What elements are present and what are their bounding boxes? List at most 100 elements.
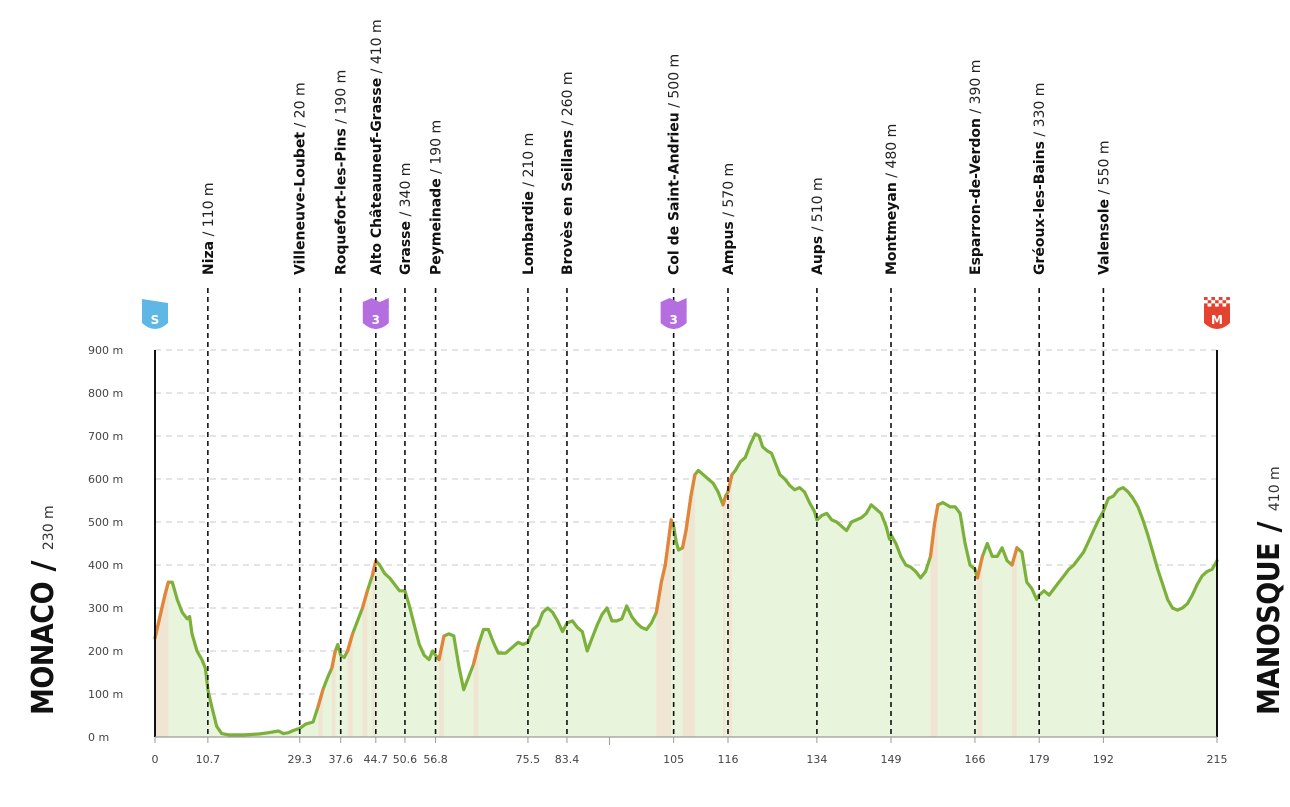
x-tick-label: 37.6: [328, 753, 353, 766]
checkered-flag-icon: [1207, 303, 1212, 307]
steep-segment: [667, 518, 673, 541]
waypoint-label: Niza / 110 m: [201, 182, 217, 275]
steep-segment: [360, 589, 369, 610]
checkered-flag-icon: [1204, 303, 1208, 307]
x-tick-label: 50.6: [393, 753, 418, 766]
checkered-flag-icon: [1204, 300, 1208, 304]
x-tick-label: 105: [663, 753, 684, 766]
start-badge-shape: [142, 306, 168, 329]
waypoint-elevation: 410 m: [369, 19, 385, 64]
waypoint-separator: /: [334, 115, 350, 129]
waypoint-separator: /: [369, 64, 385, 78]
waypoint-separator: /: [968, 104, 984, 118]
steep-segment: [330, 649, 337, 670]
x-tick-label: 149: [880, 753, 901, 766]
y-tick-label: 600 m: [88, 473, 123, 486]
x-tick-label: 29.3: [287, 753, 312, 766]
waypoint-label: Roquefort-les-Pins / 190 m: [334, 70, 350, 275]
waypoint-separator: /: [201, 227, 217, 241]
x-tick-label: 192: [1093, 753, 1114, 766]
start-badge-label: S: [151, 313, 160, 327]
y-tick-label: 900 m: [88, 344, 123, 357]
checkered-flag-icon: [1215, 297, 1219, 301]
waypoint-label: Esparron-de-Verdon / 390 m: [968, 60, 984, 275]
waypoint-label: Peymeinade / 190 m: [429, 120, 445, 275]
waypoint-separator: /: [1032, 127, 1048, 141]
waypoint-elevation: 390 m: [968, 60, 984, 105]
waypoint-separator: /: [721, 208, 737, 222]
finish-name: MANOSQUE: [1252, 543, 1287, 715]
waypoint-label: Alto Châteauneuf-Grasse / 410 m: [369, 19, 385, 275]
steep-segment: [663, 537, 671, 567]
y-tick-label: 300 m: [88, 602, 123, 615]
waypoint-separator: /: [521, 178, 537, 192]
steep-stripe: [686, 496, 691, 737]
steep-segment: [928, 522, 937, 559]
steep-stripe: [682, 530, 686, 737]
steep-segment: [316, 688, 325, 709]
steep-stripe: [727, 474, 732, 737]
waypoint-name: Villeneuve-Loubet: [293, 132, 309, 275]
y-tick-label: 400 m: [88, 559, 123, 572]
steep-segment: [932, 503, 940, 526]
checkered-flag-icon: [1218, 297, 1223, 301]
steep-segment: [472, 642, 481, 666]
checkered-flag-icon: [1204, 297, 1208, 301]
x-tick-label: 134: [806, 753, 827, 766]
steep-segment: [163, 580, 170, 597]
start-name: MONACO: [26, 582, 61, 715]
steep-stripe: [1012, 547, 1017, 737]
checkered-flag-icon: [1222, 303, 1227, 307]
waypoint-elevation: 260 m: [560, 71, 576, 116]
waypoint-label: Valensole / 550 m: [1096, 141, 1112, 275]
climb-badge-label: 3: [372, 313, 380, 327]
y-tick-label: 100 m: [88, 688, 123, 701]
checkered-flag-icon: [1215, 303, 1219, 307]
finish-badge: M: [1204, 297, 1230, 329]
x-tick-label: 0: [152, 753, 159, 766]
waypoint-name: Brovès en Seillans: [560, 130, 576, 275]
waypoint-separator: /: [560, 116, 576, 130]
steep-stripe: [318, 689, 323, 737]
waypoint-name: Grasse: [398, 221, 414, 275]
y-tick-label: 0 m: [88, 731, 109, 744]
waypoint-separator: /: [1096, 185, 1112, 199]
steep-stripe: [661, 565, 666, 737]
climb-badge: 3: [362, 298, 389, 329]
waypoint-label: Ampus / 570 m: [721, 163, 737, 275]
x-tick-label: 215: [1207, 753, 1228, 766]
waypoint-elevation: 330 m: [1032, 83, 1048, 128]
waypoint-name: Alto Châteauneuf-Grasse: [369, 78, 385, 275]
steep-segment: [680, 528, 688, 550]
steep-segment: [370, 559, 378, 578]
y-tick-label: 200 m: [88, 645, 123, 658]
waypoint-name: Gréoux-les-Bains: [1032, 141, 1048, 275]
x-tick-label: 83.4: [555, 753, 580, 766]
checkered-flag-icon: [1226, 297, 1230, 301]
waypoint-elevation: 480 m: [884, 124, 900, 169]
steep-segment: [689, 473, 697, 498]
x-tick-label: 116: [717, 753, 738, 766]
steep-stripe: [473, 644, 479, 737]
start-elevation: 230 m: [41, 505, 57, 550]
mountain-icon: [362, 298, 389, 307]
checkered-flag-icon: [1222, 300, 1227, 304]
finish-badge-label: M: [1211, 313, 1223, 327]
steep-stripe: [331, 651, 336, 737]
steep-stripe: [668, 519, 672, 737]
waypoint-elevation: 550 m: [1096, 141, 1112, 186]
checkered-flag-icon: [1211, 303, 1216, 307]
steep-segment: [975, 554, 984, 580]
checkered-flag-icon: [1207, 297, 1212, 301]
climb-badge-shape: [660, 306, 687, 329]
x-tick-label: 179: [1029, 753, 1050, 766]
checkered-flag-icon: [1218, 303, 1223, 307]
waypoint-name: Roquefort-les-Pins: [334, 128, 350, 275]
steep-segment: [659, 563, 667, 584]
waypoint-elevation: 190 m: [334, 70, 350, 115]
steep-stripe: [362, 590, 368, 737]
steep-segment: [721, 494, 728, 507]
steep-segment: [654, 580, 663, 614]
waypoint-label: Grasse / 340 m: [398, 163, 414, 275]
steep-stripe: [977, 556, 983, 737]
